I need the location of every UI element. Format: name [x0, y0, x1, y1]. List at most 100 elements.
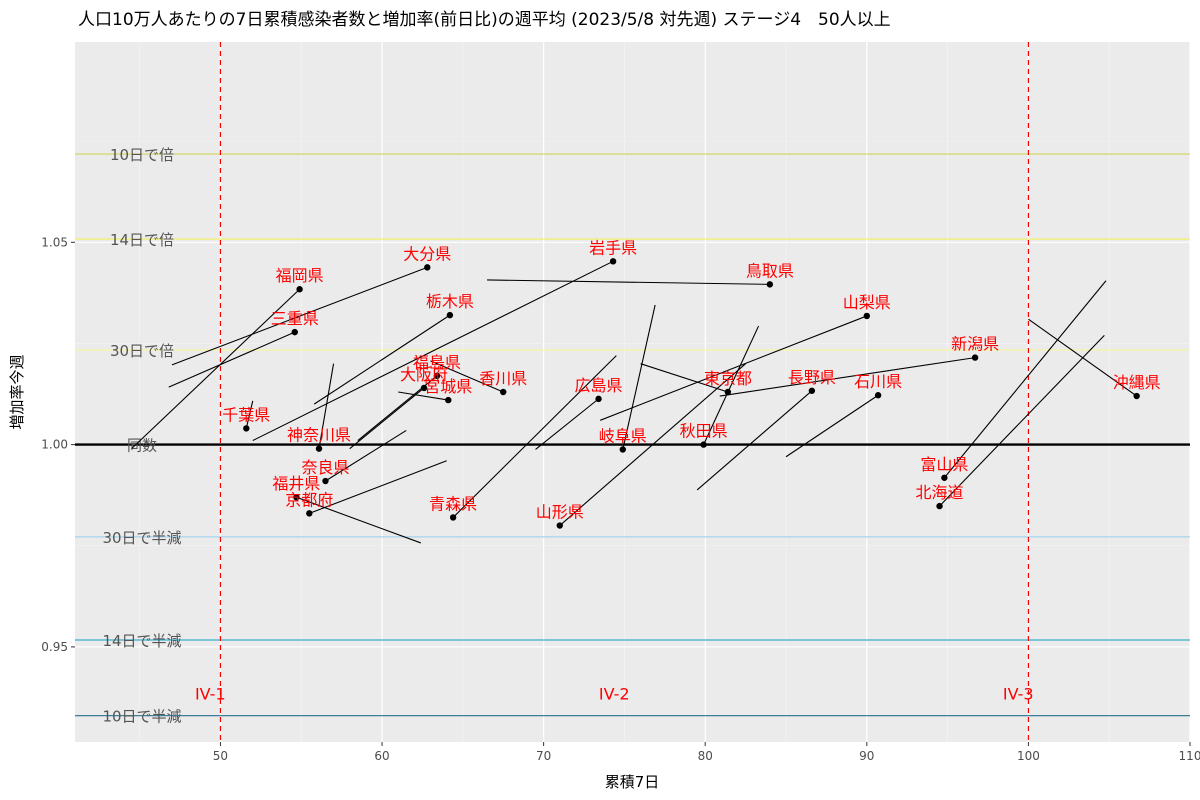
reference-label: 10日で倍	[110, 146, 174, 164]
point-label: 神奈川県	[287, 426, 351, 445]
data-point	[291, 328, 298, 336]
reference-label: 30日で倍	[110, 342, 174, 360]
point-label: 新潟県	[951, 335, 999, 354]
movement-segment	[719, 357, 976, 397]
stage-label: IV-1	[195, 684, 226, 703]
x-tick-label: 80	[698, 749, 713, 763]
point-label: 宮城県	[424, 377, 472, 396]
plot-panel	[75, 42, 1190, 742]
data-point	[724, 388, 732, 396]
chart-title: 人口10万人あたりの7日累積感染者数と増加率(前日比)の週平均 (2023/5/…	[78, 10, 891, 30]
y-axis-ticks: 0.95 1.00 1.05	[41, 235, 75, 654]
movement-segment	[487, 279, 770, 285]
data-point	[433, 372, 441, 380]
point-label: 山形県	[536, 503, 584, 522]
x-axis-ticks: 50 60 70 80 90 100 110	[213, 742, 1200, 763]
data-point	[315, 445, 323, 452]
movement-segment	[703, 325, 760, 445]
data-point	[306, 510, 313, 517]
point-label: 福井県	[272, 474, 320, 493]
movement-segment	[325, 429, 407, 482]
x-tick-label: 60	[374, 749, 389, 763]
point-label: 石川県	[854, 372, 902, 391]
movement-segment	[313, 314, 451, 405]
y-tick-label: 0.95	[41, 640, 68, 654]
data-point	[293, 494, 300, 501]
y-tick-label: 1.00	[41, 438, 68, 452]
movement-segment	[430, 360, 504, 393]
data-point	[700, 441, 707, 448]
movement-segment	[318, 363, 335, 449]
data-point	[595, 395, 602, 403]
point-label: 鳥取県	[746, 261, 794, 280]
movement-segment	[640, 363, 729, 393]
movement-segment	[535, 398, 599, 450]
data-point	[619, 446, 627, 453]
data-point	[556, 522, 563, 529]
reference-label: 10日で半減	[102, 708, 181, 726]
data-point	[936, 502, 943, 510]
data-point	[424, 264, 431, 271]
stage-lines: IV-1 IV-2 IV-3	[195, 42, 1034, 742]
x-tick-label: 70	[536, 749, 551, 763]
point-label: 京都府	[285, 490, 333, 509]
point-label: 山梨県	[843, 293, 891, 312]
point-label: 千葉県	[222, 405, 270, 424]
movement-segment	[943, 280, 1107, 479]
movement-segment	[171, 266, 428, 366]
point-label: 長野県	[788, 368, 836, 387]
movement-segments	[131, 260, 1137, 544]
data-point	[609, 258, 617, 265]
point-label: 沖縄県	[1113, 373, 1161, 392]
point-label: 栃木県	[426, 292, 474, 311]
point-label: 香川県	[479, 369, 527, 388]
movement-segment	[131, 288, 300, 450]
reference-label: 同数	[127, 437, 157, 455]
reference-label: 14日で半減	[102, 632, 181, 650]
y-axis-title: 増加率今週	[8, 354, 26, 429]
point-label: 岩手県	[589, 238, 637, 257]
x-tick-label: 90	[859, 749, 874, 763]
point-label: 秋田県	[680, 422, 728, 441]
point-label: 三重県	[271, 309, 319, 328]
data-point	[445, 396, 452, 404]
point-label: 福岡県	[276, 266, 324, 285]
data-point	[446, 311, 454, 319]
x-tick-label: 50	[213, 749, 228, 763]
point-label: 青森県	[429, 494, 477, 513]
movement-segment	[296, 496, 422, 544]
point-label: 富山県	[920, 455, 968, 474]
movement-segment	[599, 315, 868, 421]
x-tick-label: 100	[1017, 749, 1040, 763]
data-point	[296, 286, 303, 293]
data-point	[808, 387, 816, 394]
data-point	[322, 477, 329, 485]
point-label: 福島県	[413, 353, 461, 372]
stage-label: IV-2	[599, 684, 630, 703]
data-point	[420, 384, 428, 392]
movement-segment	[309, 460, 447, 514]
reference-label: 30日で半減	[102, 529, 181, 547]
point-label: 北海道	[916, 483, 964, 502]
movement-segment	[398, 391, 449, 401]
data-point	[449, 514, 457, 521]
data-point	[243, 425, 250, 432]
movement-segment	[785, 394, 879, 458]
movement-segment	[168, 331, 295, 388]
data-point	[863, 312, 871, 320]
data-point	[500, 388, 507, 396]
y-tick-label: 1.05	[41, 235, 68, 249]
data-point	[941, 474, 948, 481]
movement-segment	[452, 355, 617, 518]
x-axis-title: 累積7日	[605, 773, 660, 791]
movement-segment	[622, 304, 656, 450]
movement-segment	[245, 400, 254, 429]
point-label: 岐阜県	[599, 426, 647, 445]
movement-segment	[939, 334, 1105, 507]
point-label: 奈良県	[301, 458, 349, 477]
data-point	[1133, 392, 1140, 400]
point-label: 広島県	[575, 376, 623, 395]
